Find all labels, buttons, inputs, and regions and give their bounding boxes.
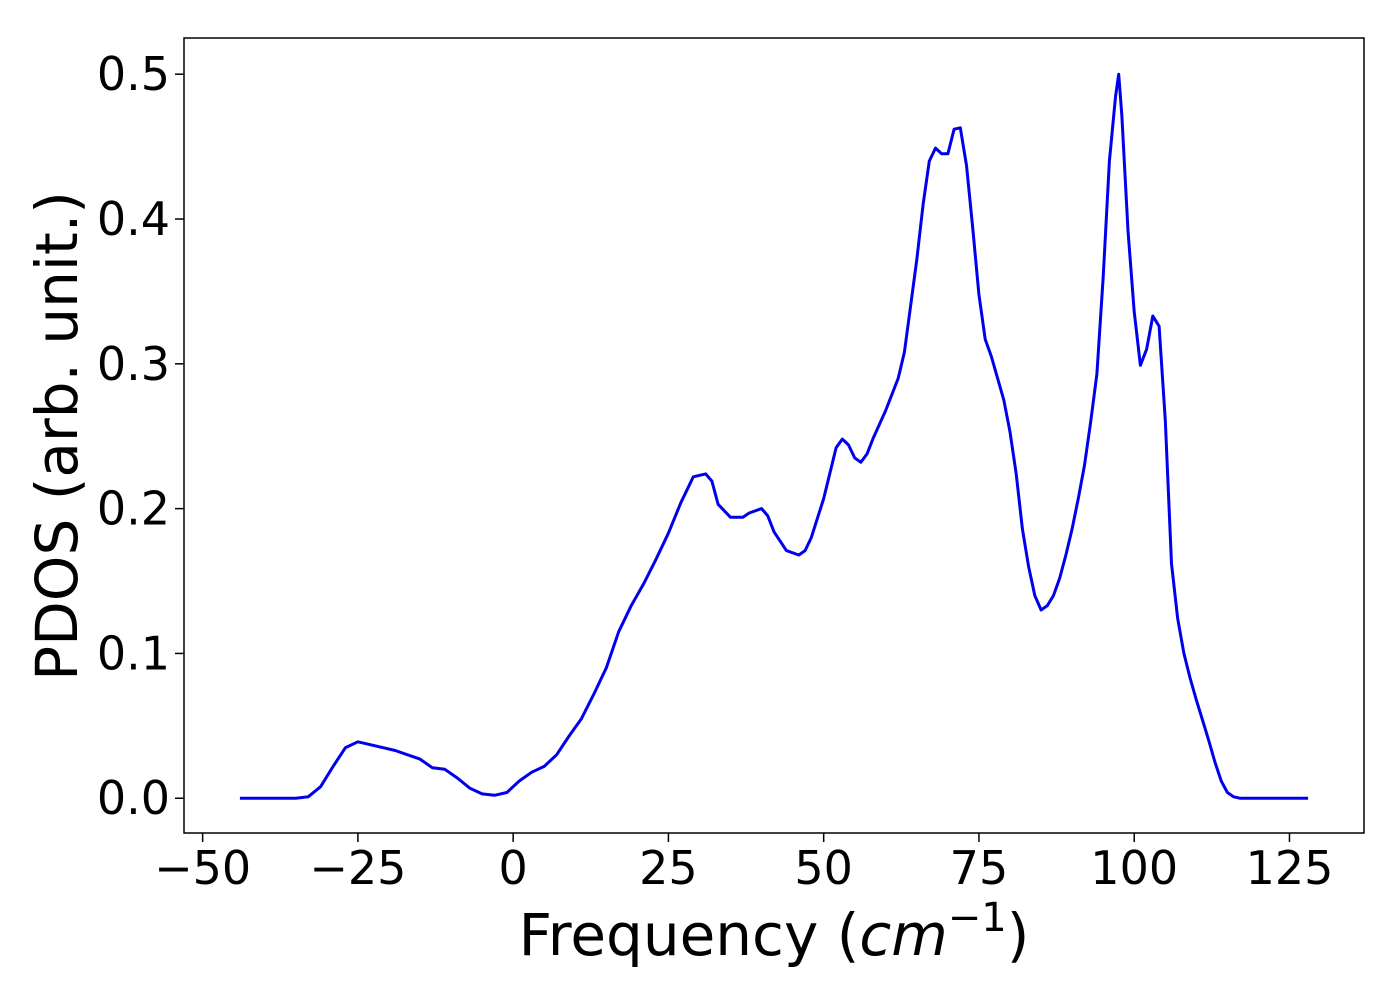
x-tick-label: 50: [794, 841, 853, 895]
y-tick-label: 0.5: [97, 47, 170, 101]
x-axis-title-unit: cm: [859, 901, 947, 969]
x-axis-title-unit-exponent: −1: [948, 895, 1007, 941]
y-tick-label: 0.4: [97, 192, 170, 246]
x-axis-title: Frequency (cm−1): [519, 895, 1030, 969]
x-axis-title-prefix: Frequency (: [519, 901, 860, 969]
x-tick-label: −50: [154, 841, 251, 895]
x-axis-ticks: −50 −25 0 25 50 75 100 125: [154, 833, 1333, 895]
plot-area-frame: [183, 37, 1365, 834]
x-tick-label: 100: [1090, 841, 1178, 895]
x-axis-title-suffix: ): [1007, 901, 1030, 969]
x-tick-label: 125: [1246, 841, 1334, 895]
y-axis-ticks: 0.0 0.1 0.2 0.3 0.4 0.5: [97, 47, 184, 825]
y-tick-label: 0.2: [97, 482, 170, 536]
y-tick-label: 0.3: [97, 337, 170, 391]
y-tick-label: 0.1: [97, 626, 170, 680]
x-tick-label: 75: [950, 841, 1009, 895]
x-tick-label: 0: [499, 841, 528, 895]
y-tick-label: 0.0: [97, 771, 170, 825]
x-tick-label: −25: [309, 841, 406, 895]
y-axis-title: PDOS (arb. unit.): [23, 191, 91, 681]
x-tick-label: 25: [639, 841, 698, 895]
series-line-pdos: [239, 72, 1309, 800]
